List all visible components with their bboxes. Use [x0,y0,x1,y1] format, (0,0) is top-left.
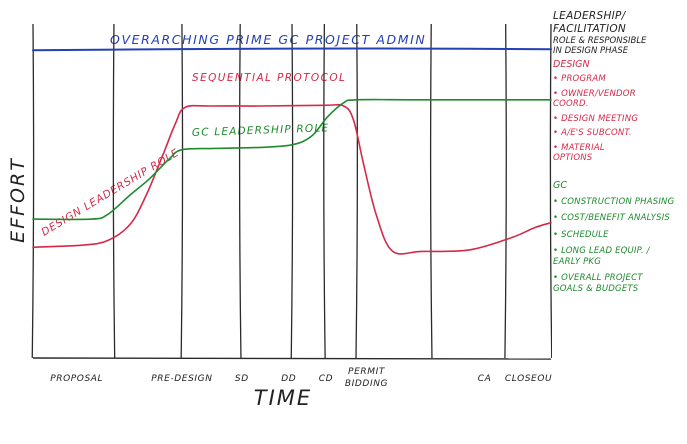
gc-item: • LONG LEAD EQUIP. / EARLY PKG [553,246,650,267]
series-line-overarching-prime-gc-project-admin [32,47,552,52]
design-notes: DESIGN • PROGRAM • OWNER/VENDOR COORD. •… [553,59,687,164]
phase-divider [504,23,507,359]
x-axis-label: TIME [254,386,312,410]
design-item: • OWNER/VENDOR COORD. [553,88,636,110]
phase-label: PRE-DESIGN [151,374,212,384]
gc-heading: GC [553,179,567,191]
phase-label: SD [235,374,249,384]
gc-item: • CONSTRUCTION PHASING [553,196,675,207]
series-layer [32,47,552,255]
phase-label: PERMIT BIDDING [345,367,388,389]
phase-label: CA [478,374,492,384]
phase-label: DD [281,374,296,384]
notes-title-2: FACILITATION [553,23,627,35]
phase-divider [112,23,116,359]
gc-item: • OVERALL PROJECT GOALS & BUDGETS [553,273,643,294]
notes-title-3: ROLE & RESPONSIBLE [553,36,647,46]
gc-item: • COST/BENEFIT ANALYSIS [553,213,671,223]
phase-divider [290,23,294,359]
phase-divider [429,23,433,359]
design-heading: DESIGN [553,59,590,70]
design-item: • A/E'S SUBCONT. [553,128,632,138]
gc-notes: GC • CONSTRUCTION PHASING • COST/BENEFIT… [553,180,687,295]
x-axis-baseline [32,357,552,360]
phase-divider [549,23,552,359]
phase-label: PROPOSAL [50,374,103,384]
series-line-sequential-protocol [32,103,552,255]
side-notes: LEADERSHIP/ FACILITATION ROLE & RESPONSI… [553,10,687,294]
sequential-protocol-label: SEQUENTIAL PROTOCOL [192,72,346,84]
phase-label: CD [319,374,333,384]
notes-title-1: LEADERSHIP/ [553,10,626,22]
gc-leadership-label: GC LEADERSHIP ROLE [192,122,330,139]
phase-labels: PROPOSAL PRE-DESIGN SD DD CD PERMIT BIDDING CA C… [50,367,552,389]
phase-dividers [31,23,552,360]
phase-divider [323,23,326,359]
gc-item: • SCHEDULE [553,229,609,240]
series-line-gc-leadership-role [32,98,552,221]
phase-label: CLOSEOUT [505,374,552,384]
design-item: • PROGRAM [553,74,606,84]
notes-title-4: IN DESIGN PHASE [553,46,629,56]
phase-divider [180,23,184,359]
phase-divider [31,23,35,359]
design-item: • DESIGN MEETING [553,113,639,124]
admin-label: OVERARCHING PRIME GC PROJECT ADMIN [110,32,426,47]
phase-divider [238,23,242,359]
effort-time-chart: EFFORT TIME OVERARCHING PRIME GC PROJECT… [7,23,552,410]
y-axis-label: EFFORT [7,157,29,243]
phase-divider [355,23,358,359]
design-item: • MATERIAL OPTIONS [553,142,605,164]
